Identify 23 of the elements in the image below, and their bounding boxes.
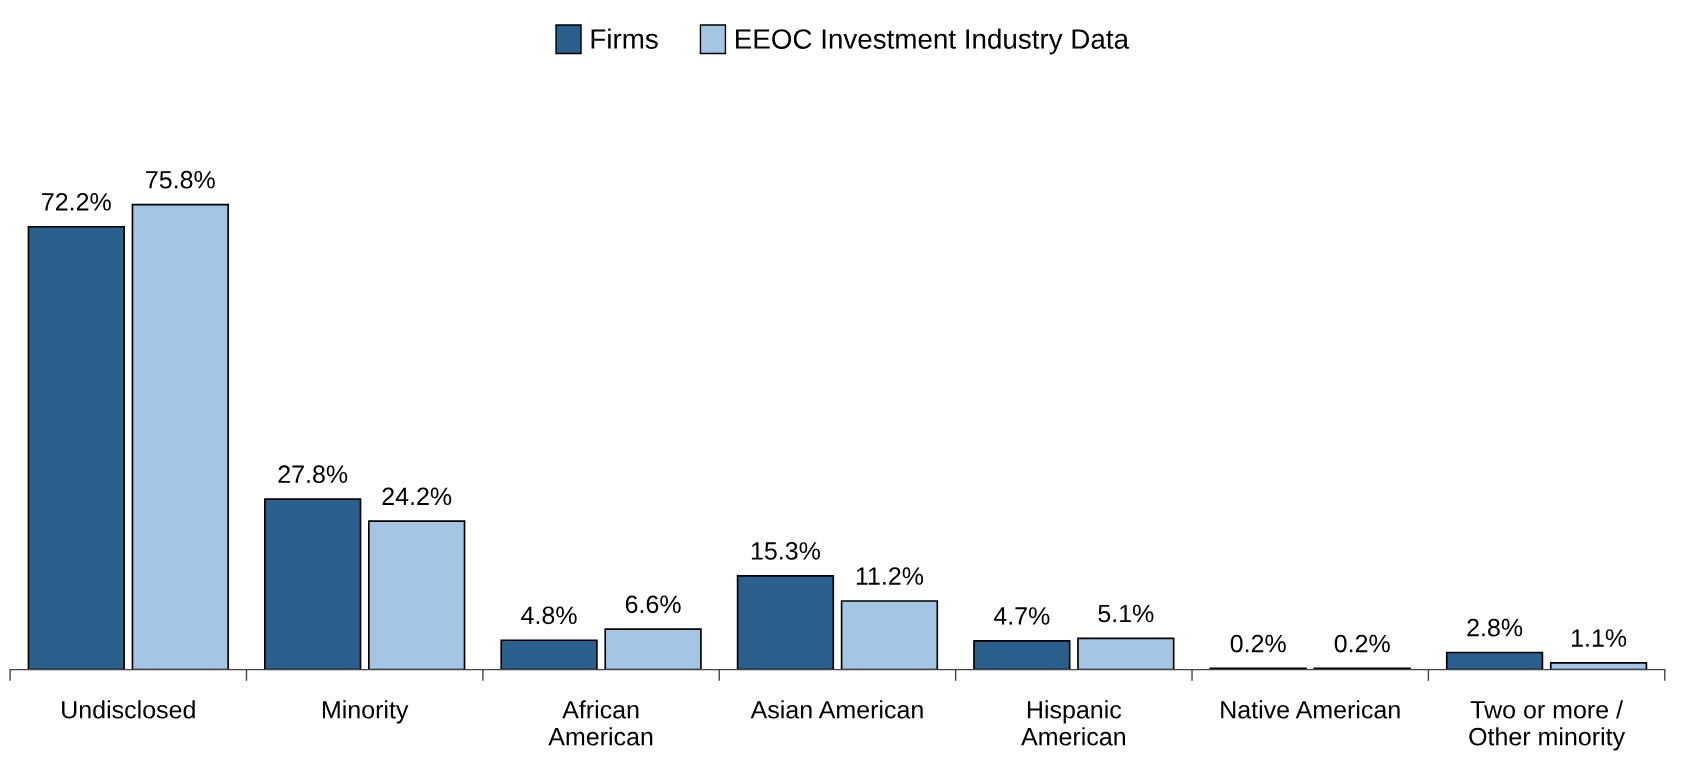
x-tick-label: Asian American xyxy=(750,700,923,719)
data-label: 6.6% xyxy=(625,595,681,614)
data-label: 0.2% xyxy=(1334,634,1390,653)
data-label: 4.7% xyxy=(993,607,1050,625)
data-label: 5.1% xyxy=(1098,604,1154,623)
x-tick-label: Native American xyxy=(1221,700,1400,719)
x-tick-label: Hispanic American xyxy=(1021,700,1125,746)
data-label: 2.8% xyxy=(1467,618,1523,637)
legend-label: Firms xyxy=(591,28,658,49)
data-label: 1.1% xyxy=(1572,629,1627,647)
x-tick-label: Undisclosed xyxy=(62,700,195,719)
data-label: 11.2% xyxy=(856,567,924,585)
data-label: 24.2% xyxy=(382,487,452,506)
data-label: 27.8% xyxy=(278,465,348,484)
legend-label: EEOC Investment Industry Data xyxy=(736,28,1129,55)
data-label: 4.8% xyxy=(521,606,577,625)
x-tick-label: Minority xyxy=(322,700,409,724)
data-label: 0.2% xyxy=(1230,634,1286,653)
x-tick-label: Two or more / Other minority xyxy=(1469,700,1626,751)
data-label: 72.2% xyxy=(42,192,111,211)
x-tick-label: African American xyxy=(548,700,653,746)
data-label: 75.8% xyxy=(146,170,215,189)
data-label: 15.3% xyxy=(751,542,820,560)
